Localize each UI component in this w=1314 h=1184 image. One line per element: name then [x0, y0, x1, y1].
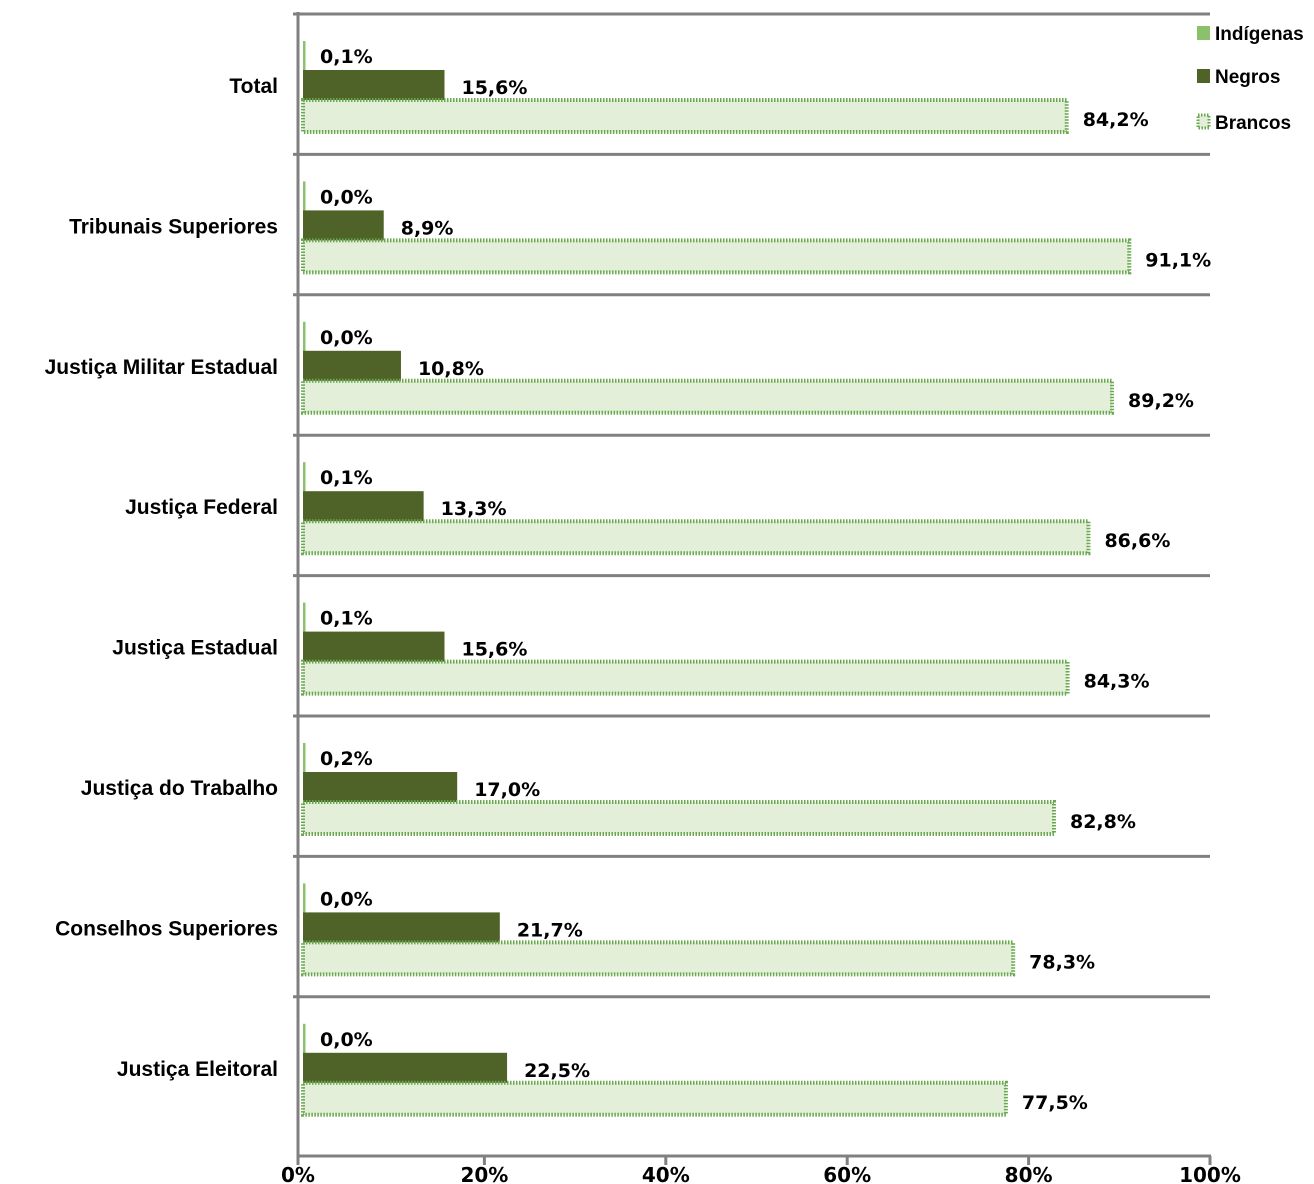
data-label-negros: 21,7%: [517, 919, 583, 941]
bar-indigenas: [303, 321, 306, 353]
legend-swatch-brancos: [1196, 113, 1211, 130]
category-label: Justiça Militar Estadual: [45, 356, 278, 379]
legend-label: Indígenas: [1215, 24, 1304, 45]
category-separators: [293, 12, 1210, 999]
data-label-negros: 10,8%: [418, 358, 484, 380]
category-label: Conselhos Superiores: [55, 917, 278, 940]
bar-brancos: [301, 378, 1115, 415]
bar-negros: [303, 70, 445, 102]
category-label: Justiça Eleitoral: [117, 1058, 278, 1081]
data-label-negros: 22,5%: [524, 1060, 590, 1082]
x-tick-label: 20%: [460, 1163, 508, 1184]
bar-brancos: [301, 98, 1069, 134]
data-label-brancos: 84,3%: [1084, 671, 1150, 693]
bar-indigenas: [303, 462, 306, 494]
data-label-negros: 8,9%: [401, 217, 454, 239]
data-label-brancos: 89,2%: [1128, 390, 1194, 412]
legend-swatch-negros: [1197, 69, 1210, 83]
data-label-indigenas: 0,1%: [320, 46, 373, 68]
legend-label: Negros: [1215, 67, 1280, 88]
data-label-brancos: 78,3%: [1029, 951, 1095, 973]
bar-indigenas: [303, 883, 306, 915]
data-label-brancos: 84,2%: [1083, 109, 1149, 131]
bar-indigenas: [303, 41, 306, 72]
category-label: Tribunais Superiores: [69, 215, 278, 238]
axes-layer: 0% 20% 40% 60% 80% 100%: [281, 12, 1241, 1184]
bar-indigenas: [303, 181, 306, 213]
bar-brancos: [301, 800, 1056, 836]
category-label: Total: [229, 75, 278, 98]
bar-negros: [303, 1052, 508, 1085]
category-label: Justiça Federal: [125, 496, 278, 519]
bar-negros: [303, 210, 384, 243]
bar-brancos: [301, 238, 1132, 275]
legend-label: Brancos: [1215, 113, 1291, 134]
bar-brancos: [301, 1080, 1008, 1117]
bar-negros: [303, 491, 424, 524]
category-label: Justiça do Trabalho: [81, 777, 278, 800]
bar-brancos: [301, 659, 1070, 696]
bar-brancos: [301, 519, 1091, 556]
data-label-brancos: 77,5%: [1022, 1092, 1088, 1114]
data-label-indigenas: 0,0%: [320, 888, 373, 910]
data-label-brancos: 82,8%: [1070, 811, 1136, 833]
labels-layer: Total 0,1% 15,6% 84,2% Tribunais Superiores 0…: [45, 46, 1212, 1114]
data-label-brancos: 86,6%: [1104, 530, 1170, 552]
x-tick-label: 0%: [281, 1163, 315, 1184]
x-tick-label: 60%: [823, 1163, 871, 1184]
bar-negros: [303, 350, 401, 383]
data-label-indigenas: 0,0%: [320, 1029, 373, 1051]
bar-indigenas: [303, 602, 306, 634]
bars-layer: [301, 41, 1132, 1117]
data-label-negros: 13,3%: [441, 498, 507, 520]
data-label-negros: 15,6%: [461, 639, 527, 661]
data-label-negros: 17,0%: [474, 779, 540, 801]
x-tick-label: 40%: [642, 1163, 690, 1184]
bar-negros: [303, 912, 500, 945]
bar-indigenas: [303, 743, 306, 774]
data-label-indigenas: 0,1%: [320, 467, 373, 489]
category-label: Justiça Estadual: [112, 637, 278, 660]
x-tick-label: 80%: [1005, 1163, 1053, 1184]
data-label-indigenas: 0,2%: [320, 748, 373, 770]
bar-negros: [303, 772, 458, 804]
bar-indigenas: [303, 1023, 306, 1055]
bar-brancos: [301, 940, 1016, 977]
data-label-indigenas: 0,1%: [320, 608, 373, 630]
data-label-brancos: 91,1%: [1145, 249, 1211, 271]
bar-negros: [303, 631, 445, 664]
data-label-indigenas: 0,0%: [320, 327, 373, 349]
data-label-indigenas: 0,0%: [320, 186, 373, 208]
legend: Indígenas Negros Brancos: [1196, 24, 1304, 134]
data-label-negros: 15,6%: [461, 77, 527, 99]
x-tick-label: 100%: [1179, 1163, 1241, 1184]
legend-swatch-indigenas: [1197, 26, 1210, 40]
